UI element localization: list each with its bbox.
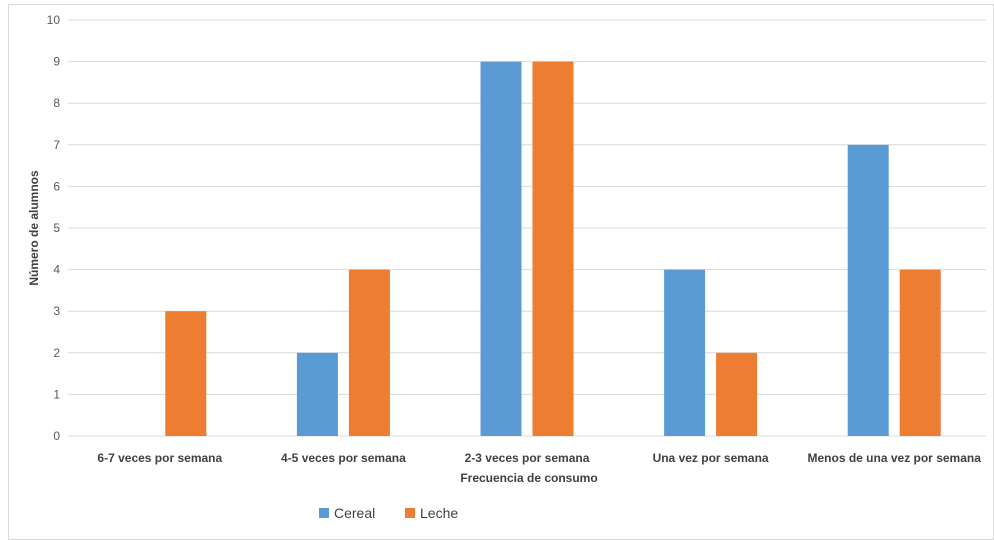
x-category-label: 6-7 veces por semana bbox=[97, 451, 222, 465]
y-axis-ticks: 0 1 2 3 4 5 6 7 8 9 10 bbox=[47, 13, 61, 443]
bar-leche-2 bbox=[348, 269, 390, 436]
y-axis-title: Número de alumnos bbox=[27, 170, 41, 286]
y-tick-label: 4 bbox=[53, 263, 60, 277]
bar-cereal-4 bbox=[664, 269, 706, 436]
bar-cereal-2 bbox=[296, 352, 338, 436]
bars bbox=[165, 61, 941, 437]
bar-cereal-3 bbox=[480, 61, 522, 436]
y-tick-label: 2 bbox=[53, 346, 60, 360]
bar-leche-1 bbox=[165, 311, 207, 436]
bar-leche-3 bbox=[532, 61, 574, 436]
y-tick-label: 9 bbox=[53, 55, 60, 69]
legend: Cereal Leche bbox=[319, 505, 458, 521]
x-axis-title: Frecuencia de consumo bbox=[460, 471, 597, 485]
y-tick-label: 7 bbox=[53, 138, 60, 152]
x-axis-ticks: 6-7 veces por semana 4-5 veces por semana… bbox=[97, 451, 981, 465]
y-tick-label: 6 bbox=[53, 179, 60, 193]
x-category-label: Menos de una vez por semana bbox=[808, 451, 982, 465]
x-category-label: Una vez por semana bbox=[653, 451, 769, 465]
bar-leche-4 bbox=[716, 352, 758, 436]
legend-swatch-cereal bbox=[319, 508, 329, 518]
y-tick-label: 3 bbox=[53, 304, 60, 318]
y-tick-label: 0 bbox=[53, 429, 60, 443]
y-tick-label: 8 bbox=[53, 96, 60, 110]
legend-label-leche: Leche bbox=[420, 505, 458, 521]
legend-label-cereal: Cereal bbox=[334, 505, 375, 521]
y-tick-label: 1 bbox=[53, 387, 60, 401]
y-tick-label: 5 bbox=[53, 221, 60, 235]
x-category-label: 2-3 veces por semana bbox=[465, 451, 590, 465]
y-tick-label: 10 bbox=[47, 13, 61, 27]
x-category-label: 4-5 veces por semana bbox=[281, 451, 406, 465]
bar-leche-5 bbox=[899, 269, 941, 436]
gridlines bbox=[68, 19, 986, 437]
legend-swatch-leche bbox=[405, 508, 415, 518]
bar-cereal-5 bbox=[847, 144, 889, 437]
